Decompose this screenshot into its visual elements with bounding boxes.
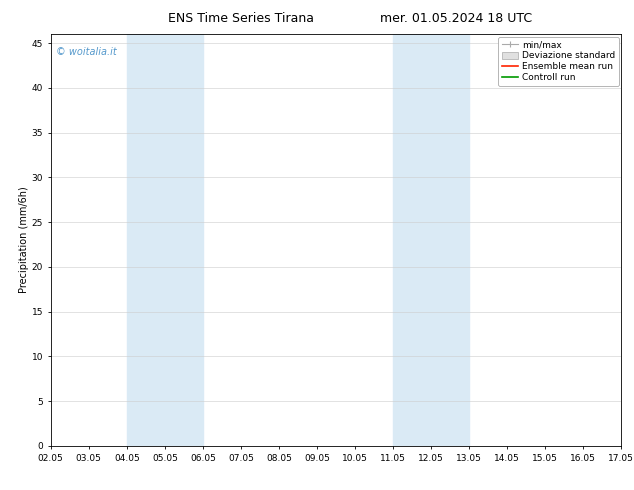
- Legend: min/max, Deviazione standard, Ensemble mean run, Controll run: min/max, Deviazione standard, Ensemble m…: [498, 37, 619, 86]
- Bar: [127, 34, 203, 446]
- Y-axis label: Precipitation (mm/6h): Precipitation (mm/6h): [19, 187, 29, 294]
- Text: ENS Time Series Tirana: ENS Time Series Tirana: [168, 12, 314, 25]
- Bar: [393, 34, 469, 446]
- Text: mer. 01.05.2024 18 UTC: mer. 01.05.2024 18 UTC: [380, 12, 533, 25]
- Text: © woitalia.it: © woitalia.it: [56, 47, 117, 57]
